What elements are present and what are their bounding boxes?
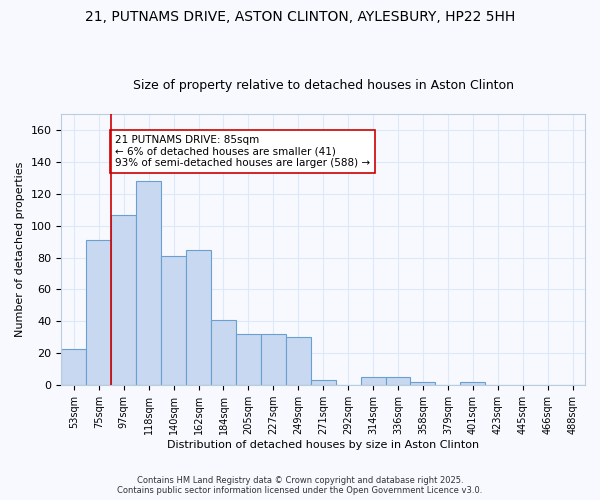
Bar [86, 240, 111, 385]
Bar [410, 382, 436, 385]
Bar [61, 348, 86, 385]
Bar [261, 334, 286, 385]
Text: Contains HM Land Registry data © Crown copyright and database right 2025.
Contai: Contains HM Land Registry data © Crown c… [118, 476, 482, 495]
Title: Size of property relative to detached houses in Aston Clinton: Size of property relative to detached ho… [133, 79, 514, 92]
Bar [361, 377, 386, 385]
Text: 21 PUTNAMS DRIVE: 85sqm
← 6% of detached houses are smaller (41)
93% of semi-det: 21 PUTNAMS DRIVE: 85sqm ← 6% of detached… [115, 134, 370, 168]
Bar [386, 377, 410, 385]
Bar [136, 181, 161, 385]
Bar [161, 256, 186, 385]
Bar [211, 320, 236, 385]
Bar [460, 382, 485, 385]
Bar [286, 338, 311, 385]
Y-axis label: Number of detached properties: Number of detached properties [15, 162, 25, 338]
Bar [111, 214, 136, 385]
X-axis label: Distribution of detached houses by size in Aston Clinton: Distribution of detached houses by size … [167, 440, 479, 450]
Bar [186, 250, 211, 385]
Bar [311, 380, 335, 385]
Text: 21, PUTNAMS DRIVE, ASTON CLINTON, AYLESBURY, HP22 5HH: 21, PUTNAMS DRIVE, ASTON CLINTON, AYLESB… [85, 10, 515, 24]
Bar [236, 334, 261, 385]
